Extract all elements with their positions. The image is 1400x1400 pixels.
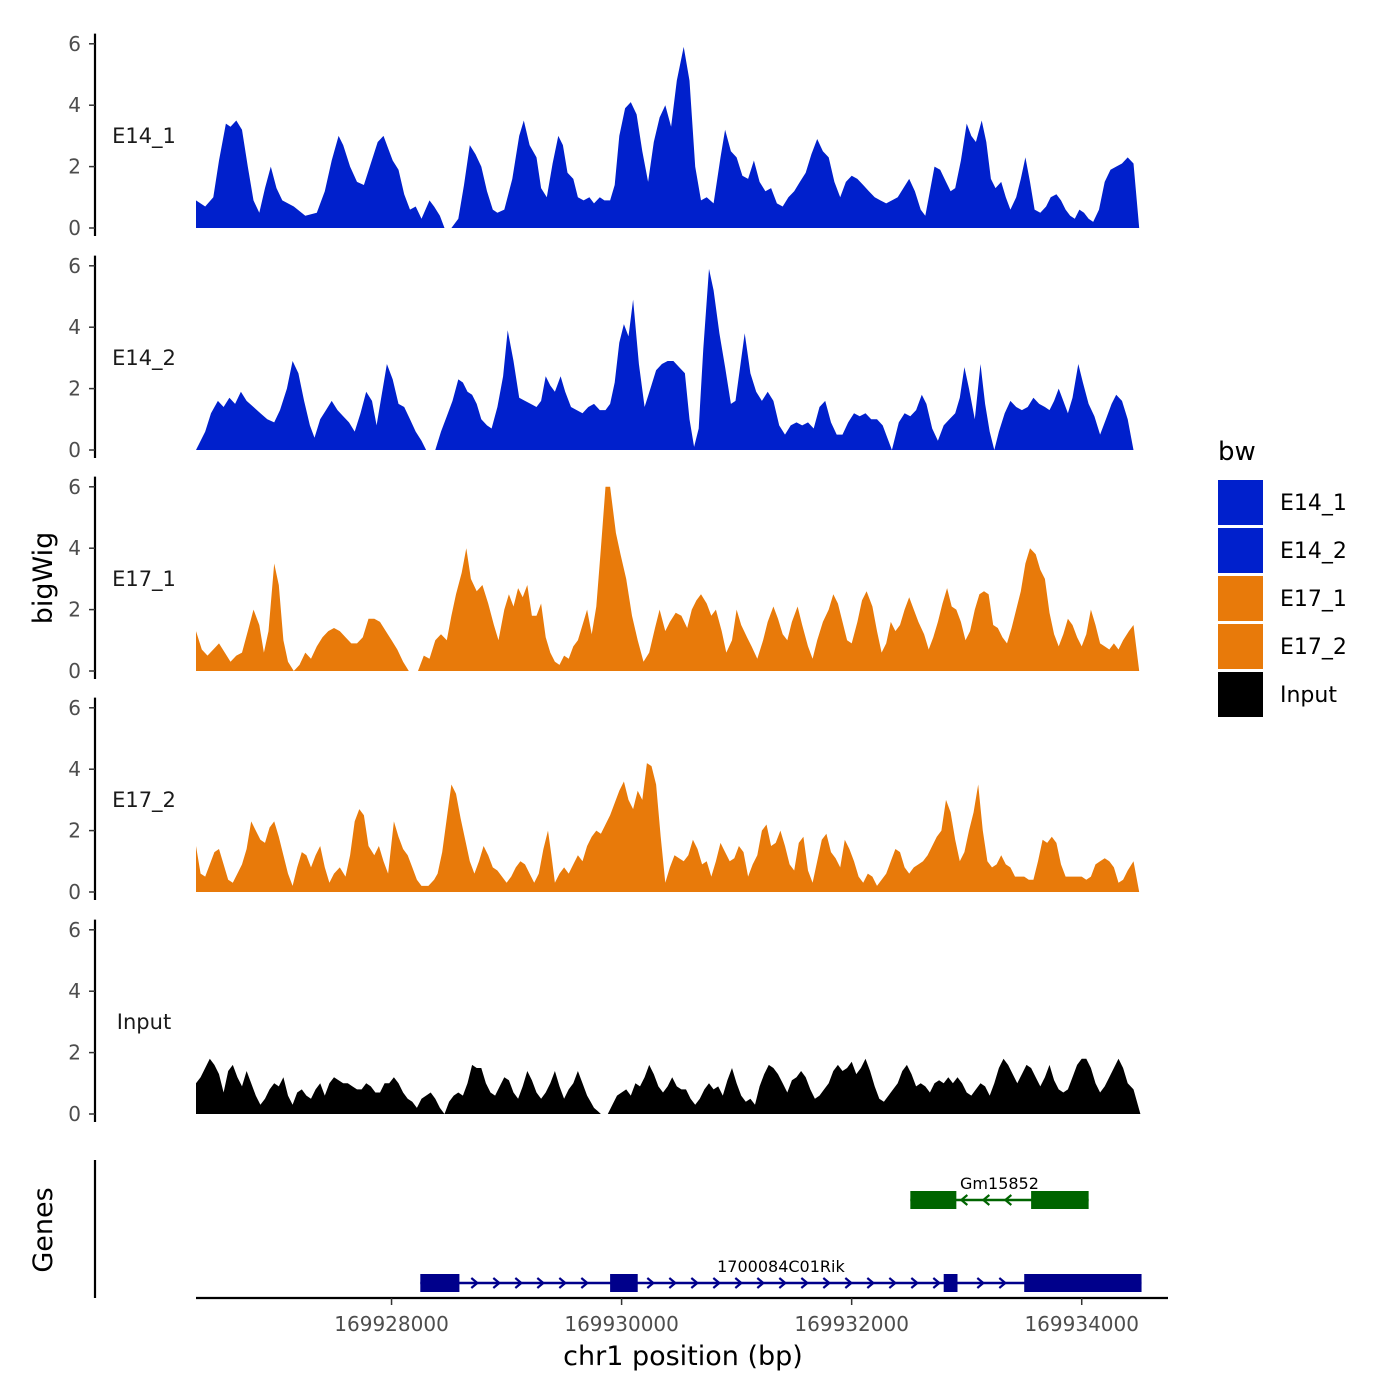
y-tick-label: 2 <box>68 1041 81 1065</box>
gene-track: Gm15852 1700084C01Rik <box>93 1160 1142 1298</box>
x-axis-title: chr1 position (bp) <box>563 1341 803 1372</box>
track-label: E14_2 <box>112 346 176 371</box>
legend-label: E17_2 <box>1280 635 1347 660</box>
x-tick-label: 169934000 <box>1024 1312 1139 1336</box>
legend-swatch-E14_2 <box>1218 528 1263 573</box>
y-tick-label: 6 <box>68 254 81 278</box>
track-E14_1: 0 2 4 6 E14_1 <box>68 32 1140 240</box>
legend-label: E17_1 <box>1280 587 1347 612</box>
coverage-area-Input <box>196 1058 1141 1114</box>
y-tick-label: 4 <box>68 757 81 781</box>
track-E17_1: 0 2 4 6 E17_1 <box>68 475 1140 683</box>
strand-chevron <box>800 1277 810 1289</box>
coverage-tracks: 0 2 4 6 E14_1 0 2 4 6 E14_2 0 2 4 6 E17_1 0 2 4 6 E17_2 0 2 4 6… <box>68 32 1141 1126</box>
coverage-area-E17_2 <box>196 763 1140 892</box>
gene-exon <box>910 1191 957 1209</box>
y-tick-label: 4 <box>68 93 81 117</box>
strand-chevron <box>866 1277 876 1289</box>
strand-chevron <box>959 1194 969 1206</box>
strand-chevron <box>646 1277 656 1289</box>
track-label: E14_1 <box>112 124 176 149</box>
strand-chevron <box>712 1277 722 1289</box>
strand-chevron <box>536 1277 546 1289</box>
strand-chevron <box>734 1277 744 1289</box>
y-tick-label: 0 <box>68 880 81 904</box>
strand-chevron <box>976 1277 986 1289</box>
strand-chevron <box>690 1277 700 1289</box>
gene-exon <box>1031 1191 1089 1209</box>
strand-chevron <box>844 1277 854 1289</box>
y-tick-label: 0 <box>68 659 81 683</box>
gene-Gm15852: Gm15852 <box>910 1174 1089 1209</box>
strand-chevron <box>514 1277 524 1289</box>
strand-chevron <box>888 1277 898 1289</box>
y-tick-label: 0 <box>68 216 81 240</box>
gene-label: Gm15852 <box>960 1174 1039 1193</box>
y-tick-label: 2 <box>68 598 81 622</box>
legend-label: E14_1 <box>1280 491 1347 516</box>
gene-exon <box>1024 1274 1142 1292</box>
track-E14_2: 0 2 4 6 E14_2 <box>68 254 1134 462</box>
strand-chevron <box>998 1277 1008 1289</box>
legend-swatch-E17_2 <box>1218 624 1263 669</box>
y-tick-label: 6 <box>68 918 81 942</box>
genes-axis-title: Genes <box>28 1187 59 1272</box>
y-tick-label: 4 <box>68 979 81 1003</box>
track-Input: 0 2 4 6 Input <box>68 918 1141 1126</box>
strand-chevron <box>822 1277 832 1289</box>
x-tick-label: 169930000 <box>564 1312 679 1336</box>
legend-label: E14_2 <box>1280 539 1347 564</box>
track-E17_2: 0 2 4 6 E17_2 <box>68 696 1140 904</box>
legend-swatch-Input <box>1218 672 1263 717</box>
legend-swatch-E14_1 <box>1218 480 1263 525</box>
y-tick-label: 6 <box>68 696 81 720</box>
x-tick-label: 169932000 <box>794 1312 909 1336</box>
y-tick-label: 6 <box>68 32 81 56</box>
y-axis-title: bigWig <box>28 532 59 625</box>
gene-exon <box>420 1274 460 1292</box>
legend-title: bw <box>1218 437 1256 467</box>
y-tick-label: 0 <box>68 438 81 462</box>
y-tick-label: 2 <box>68 819 81 843</box>
x-axis: 169928000 169930000 169932000 169934000 <box>196 1296 1168 1336</box>
track-label: Input <box>117 1010 171 1034</box>
track-label: E17_1 <box>112 567 176 592</box>
gene-exon <box>943 1274 958 1292</box>
gene-label: 1700084C01Rik <box>717 1257 845 1276</box>
y-tick-label: 2 <box>68 377 81 401</box>
strand-chevron <box>756 1277 766 1289</box>
strand-chevron <box>492 1277 502 1289</box>
coverage-area-E14_1 <box>196 46 1140 229</box>
legend-label: Input <box>1280 683 1337 708</box>
strand-chevron <box>932 1277 942 1289</box>
strand-chevron <box>778 1277 788 1289</box>
legend: bw E14_1 E14_2 E17_1 E17_2 Input <box>1218 437 1347 717</box>
strand-chevron <box>981 1194 991 1206</box>
y-tick-label: 4 <box>68 536 81 560</box>
strand-chevron <box>580 1277 590 1289</box>
track-label: E17_2 <box>112 788 176 813</box>
coverage-area-E17_1 <box>196 486 1140 671</box>
gene-exon <box>610 1274 638 1292</box>
strand-chevron <box>668 1277 678 1289</box>
strand-chevron <box>1003 1194 1013 1206</box>
strand-chevron <box>910 1277 920 1289</box>
y-tick-label: 0 <box>68 1102 81 1126</box>
coverage-area-E14_2 <box>196 268 1134 450</box>
y-tick-label: 4 <box>68 315 81 339</box>
legend-swatch-E17_1 <box>1218 576 1263 621</box>
y-tick-label: 2 <box>68 155 81 179</box>
strand-chevron <box>558 1277 568 1289</box>
y-tick-label: 6 <box>68 475 81 499</box>
strand-chevron <box>470 1277 480 1289</box>
gene-1700084C01Rik: 1700084C01Rik <box>420 1257 1142 1292</box>
x-tick-label: 169928000 <box>334 1312 449 1336</box>
